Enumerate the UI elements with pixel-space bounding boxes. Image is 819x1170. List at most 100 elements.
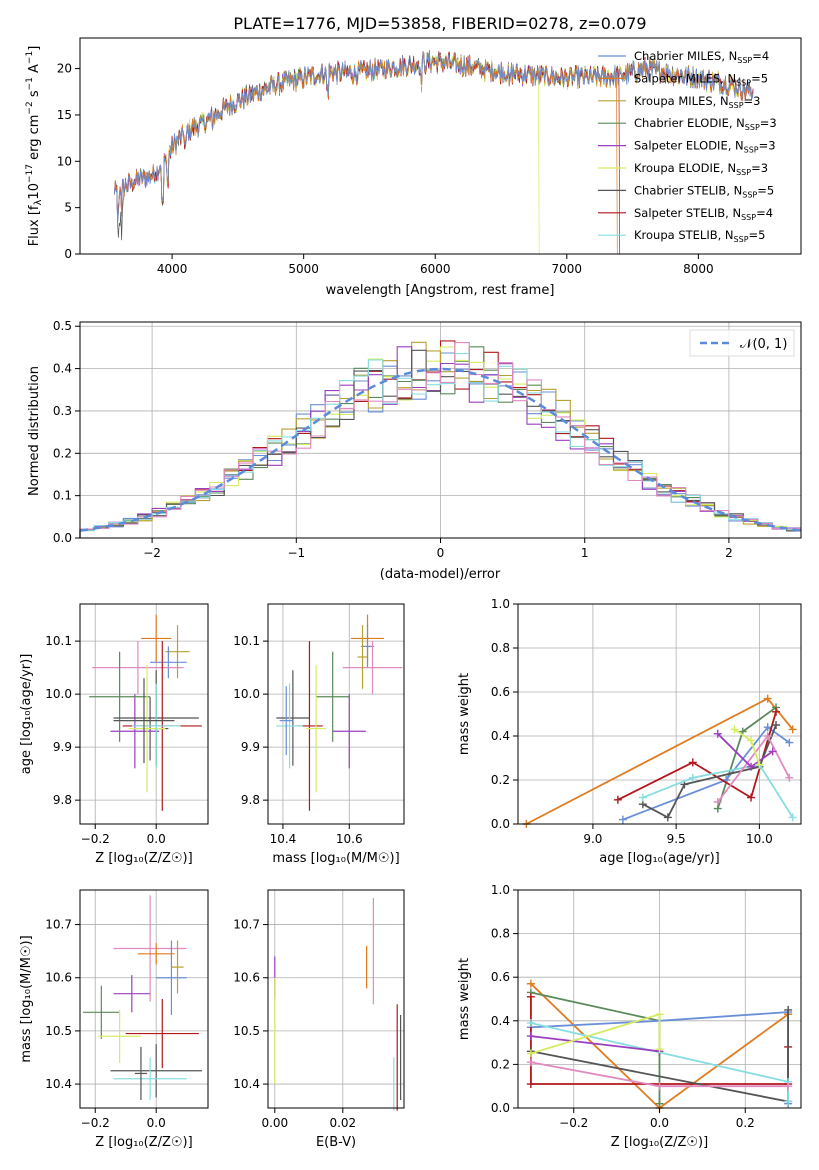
age-weight-marker <box>747 736 756 745</box>
spectrum-x-ticks: 4000 5000 6000 7000 8000 <box>157 254 714 276</box>
spectrum-axes-frame <box>79 37 802 255</box>
figure-title: PLATE=1776, MJD=53858, FIBERID=0278, z=0… <box>233 14 646 33</box>
y-tick-label: 0.0 <box>491 817 510 831</box>
legend-normal-label: 𝒩(0, 1) <box>740 337 787 352</box>
massweight-vs-z-panel-plot <box>526 979 793 1112</box>
spectrum-ylabel: Flux [fλ10−17 erg cm−2 s−1 A−1] <box>25 46 44 247</box>
x-tick-label: 9.5 <box>667 832 686 846</box>
mass-vs-ebv-panel-plot <box>274 897 402 1111</box>
z-weight-marker <box>526 1080 535 1089</box>
x-tick-label: 4000 <box>157 262 188 276</box>
y-tick-label: 10.6 <box>45 971 72 985</box>
y-tick-label: 0.6 <box>491 685 510 699</box>
massweight-vs-age-panel: 9.0 9.5 10.0 0.0 0.2 0.4 0.6 0.8 1.0 age [log₁₀(a… <box>457 597 802 866</box>
age-weight-marker <box>788 725 797 734</box>
z-weight-marker <box>526 1058 535 1067</box>
y-axis-label: mass weight <box>457 958 472 1040</box>
age-weight-marker <box>768 747 777 756</box>
x-tick-label: 6000 <box>420 262 451 276</box>
x-tick-label: 0.0 <box>650 1116 669 1130</box>
histogram-legend: 𝒩(0, 1) <box>689 329 795 357</box>
age-weight-marker <box>763 732 772 740</box>
x-tick-label: 7000 <box>552 262 583 276</box>
age-weight-marker <box>747 793 756 802</box>
age-weight-marker <box>763 694 772 703</box>
massweight-vs-age-panel-plot <box>522 694 797 828</box>
age-weight-marker <box>772 707 781 716</box>
y-tick-label: 0.4 <box>491 1014 510 1028</box>
age-weight-marker <box>638 793 647 802</box>
age-vs-z-panel: −0.2 0.0 9.8 9.9 10.0 10.1 Z [log₁₀(Z/Z☉)] age … <box>19 603 209 866</box>
y-tick-label: 10.6 <box>233 971 260 985</box>
mass-vs-z-panel: −0.2 0.0 10.4 10.5 10.6 10.7 Z [log₁₀(Z/Z☉)] ma… <box>19 889 209 1150</box>
spectrum-xlabel: wavelength [Angstrom, rest frame] <box>326 283 555 298</box>
x-tick-label: 5000 <box>288 262 319 276</box>
spectrum-series-line <box>114 49 754 225</box>
x-tick-label: −0.2 <box>81 832 110 846</box>
y-tick-label: 0.4 <box>53 362 72 376</box>
z-weight-marker <box>526 1032 535 1041</box>
z-weight-marker <box>526 1049 535 1058</box>
small-panels: −0.2 0.0 9.8 9.9 10.0 10.1 Z [log₁₀(Z/Z☉)] age … <box>19 597 802 1150</box>
x-tick-label: −0.2 <box>559 1116 588 1130</box>
legend-label: Salpeter ELODIE, NSSP=3 <box>634 139 776 155</box>
x-tick-label: 10.6 <box>336 832 363 846</box>
y-tick-label: 10.4 <box>233 1077 260 1091</box>
y-tick-label: 10.1 <box>233 634 260 648</box>
y-tick-label: 9.8 <box>241 793 260 807</box>
axes-frame <box>267 603 405 825</box>
x-axis-label: E(B-V) <box>316 1135 356 1150</box>
age-weight-line <box>716 706 777 809</box>
legend-box <box>689 329 795 357</box>
age-vs-z-panel-plot <box>89 614 202 811</box>
mass-vs-z-panel-plot <box>83 895 202 1101</box>
legend-label: Chabrier STELIB, NSSP=5 <box>634 183 774 199</box>
z-weight-marker <box>784 1082 793 1091</box>
age-weight-marker <box>755 760 764 769</box>
y-tick-label: 0.2 <box>491 773 510 787</box>
x-axis-label: Z [log₁₀(Z/Z☉)] <box>95 1135 192 1150</box>
y-tick-label: 0.5 <box>53 319 72 333</box>
x-tick-label: 0.0 <box>147 1116 166 1130</box>
y-tick-label: 10 <box>57 154 72 168</box>
y-tick-label: 15 <box>57 108 72 122</box>
y-tick-label: 10.7 <box>45 918 72 932</box>
legend-label: Kroupa ELODIE, NSSP=3 <box>634 161 768 177</box>
axes-frame <box>267 889 405 1109</box>
x-tick-label: −2 <box>143 546 161 560</box>
x-tick-label: 0.00 <box>261 1116 288 1130</box>
x-tick-label: 10.4 <box>270 832 297 846</box>
y-tick-label: 10.0 <box>45 687 72 701</box>
age-weight-marker <box>613 795 622 804</box>
x-tick-label: 2 <box>725 546 733 560</box>
x-tick-label: 0.02 <box>329 1116 356 1130</box>
y-tick-label: 0.8 <box>491 927 510 941</box>
age-weight-marker <box>785 773 794 782</box>
age-weight-marker <box>713 729 722 738</box>
z-weight-marker <box>526 1018 535 1027</box>
y-tick-label: 20 <box>57 62 72 76</box>
legend-label: Kroupa STELIB, NSSP=5 <box>634 228 765 244</box>
y-tick-label: 0.0 <box>53 531 72 545</box>
y-tick-label: 10.0 <box>233 687 260 701</box>
age-weight-marker <box>663 813 672 822</box>
spectrum-panel: 4000 5000 6000 7000 8000 0 5 10 15 20 wavelength… <box>25 37 802 298</box>
z-weight-marker <box>526 992 535 1001</box>
y-tick-label: 1.0 <box>491 883 510 897</box>
y-tick-label: 10.7 <box>233 918 260 932</box>
y-tick-label: 10.4 <box>45 1077 72 1091</box>
y-tick-label: 0 <box>64 247 72 261</box>
histogram-x-ticks: −2 −1 0 1 2 <box>143 538 733 560</box>
x-axis-label: age [log₁₀(age/yr)] <box>599 851 720 866</box>
x-tick-label: 0 <box>437 546 445 560</box>
histogram-series-steps <box>79 353 801 538</box>
age-vs-mass-panel: 10.4 10.6 9.8 9.9 10.0 10.1 mass [log₁₀(M/M☉)] <box>233 603 405 866</box>
y-tick-label: 0.2 <box>491 1057 510 1071</box>
y-tick-label: 0.0 <box>491 1101 510 1115</box>
y-tick-label: 0.4 <box>491 729 510 743</box>
axes-frame <box>79 889 209 1109</box>
y-tick-label: 10.1 <box>45 634 72 648</box>
x-axis-label: Z [log₁₀(Z/Z☉)] <box>95 851 192 866</box>
y-tick-label: 9.9 <box>241 740 260 754</box>
age-weight-marker <box>785 738 794 747</box>
